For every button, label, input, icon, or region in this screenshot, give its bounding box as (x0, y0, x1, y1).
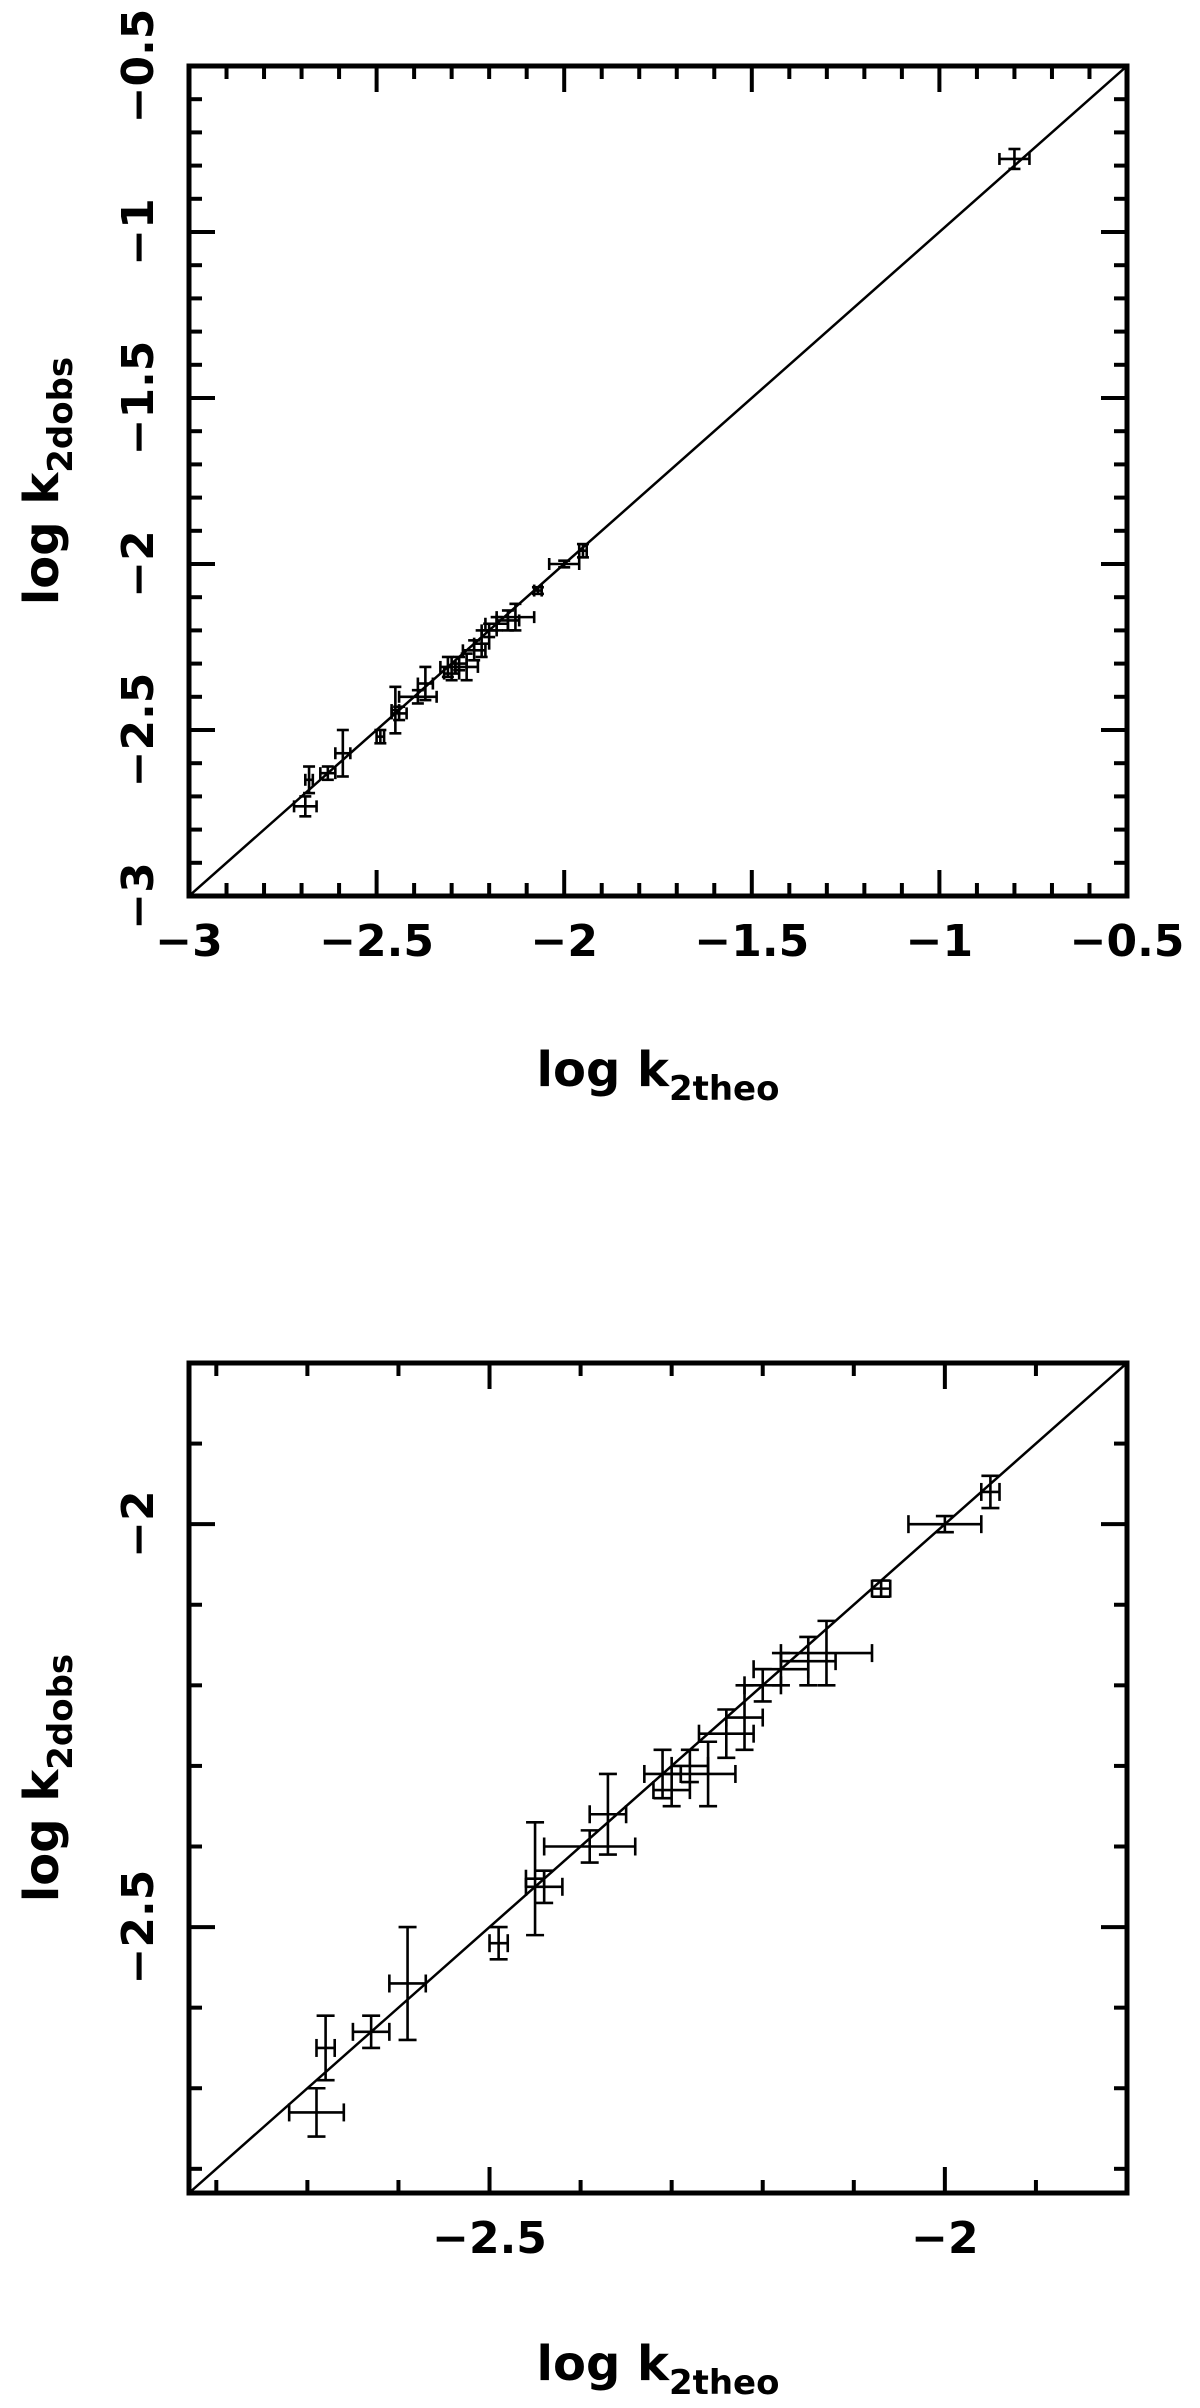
bottom-data-point-18 (779, 1619, 874, 1687)
bottom-y-axis-title: log k2dobs (14, 1654, 81, 1902)
top-y-tick-label: −1.5 (113, 341, 164, 456)
bottom-data-point-7 (542, 1829, 637, 1864)
top-data-point-6 (390, 705, 408, 722)
bottom-panel: −2.5 −2−2.5−2 log k2theo log k2dobs (14, 1360, 1130, 2403)
bottom-data-point-1 (315, 2014, 337, 2082)
top-data-point-7 (397, 688, 438, 705)
top-y-tick-label: −1 (113, 198, 164, 265)
bottom-x-axis-title-sub: 2theo (669, 2363, 780, 2403)
bottom-y-axis-title-main: log k (14, 1769, 70, 1903)
top-data-point-2 (319, 765, 337, 782)
bottom-data-point-11 (670, 1748, 710, 1784)
top-plot-frame (186, 63, 1130, 899)
bottom-data-point-3 (388, 1925, 428, 2042)
top-x-tick-label: −2 (530, 916, 597, 967)
top-data-point-11 (450, 655, 468, 672)
bottom-data-point-21 (979, 1474, 1001, 1510)
top-y-tick-label: −0.5 (113, 9, 164, 124)
bottom-data-point-8 (588, 1772, 628, 1856)
bottom-x-axis-title: log k2theo (537, 2336, 780, 2403)
bottom-data-point-0 (287, 2086, 346, 2138)
top-data-point-8 (416, 665, 435, 702)
bottom-x-tick-label: −2.5 (432, 2213, 547, 2264)
bottom-data-point-20 (907, 1514, 983, 1534)
top-data-point-21 (576, 542, 589, 559)
top-data-point-1 (303, 765, 316, 795)
bottom-data-point-12 (679, 1740, 737, 1808)
top-data-point-18 (495, 602, 536, 632)
top-data-point-20 (547, 558, 581, 570)
top-data-point-0 (292, 795, 318, 818)
bottom-data-point-5 (524, 1821, 546, 1937)
top-x-tick-label: −1 (906, 916, 973, 967)
top-data-point-4 (374, 728, 387, 745)
top-data-point-22 (998, 147, 1031, 171)
top-data-point-3 (334, 728, 352, 778)
top-x-tick-label: −2.5 (319, 916, 434, 967)
bottom-data-point-19 (870, 1579, 892, 1598)
bottom-data-point-4 (488, 1925, 510, 1961)
bottom-tick-labels: −2.5 −2 −2.5 −2 (113, 1490, 979, 2264)
top-y-axis-title: log k2dobs (14, 357, 81, 605)
top-x-axis-title-main: log k (537, 1042, 671, 1098)
top-y-tick-label: −2.5 (113, 673, 164, 788)
bottom-data-point-14 (725, 1684, 765, 1752)
top-y-axis-title-main: log k (14, 472, 70, 606)
bottom-x-axis-title-main: log k (537, 2336, 671, 2392)
top-y-axis-title-sub: 2dobs (41, 357, 81, 473)
bottom-data-point-2 (351, 2014, 391, 2050)
top-data-point-19 (531, 584, 544, 597)
top-reference-line (189, 66, 1127, 896)
top-ticks (187, 64, 1129, 898)
top-x-axis-title: log k2theo (537, 1042, 780, 1109)
bottom-y-axis-title-sub: 2dobs (41, 1654, 81, 1770)
top-y-tick-label: −3 (113, 862, 164, 929)
bottom-y-tick-label: −2.5 (113, 1870, 164, 1985)
top-x-tick-label: −0.5 (1070, 916, 1185, 967)
top-x-axis-title-sub: 2theo (669, 1069, 780, 1109)
bottom-data-point-6 (524, 1869, 564, 1905)
top-plot-marks (189, 66, 1127, 896)
top-tick-labels: −3 −2.5 −2 −1.5 −1 −0.5 −3 −2.5 −2 −1.5 −1 −0.5 (113, 9, 1184, 967)
bottom-reference-line (189, 1363, 1127, 2193)
bottom-ticks (189, 1361, 1129, 2193)
bottom-plot-marks (189, 1363, 1127, 2193)
top-x-tick-label: −3 (155, 916, 222, 967)
bottom-y-tick-label: −2 (113, 1490, 164, 1557)
bottom-x-tick-label: −2 (911, 2213, 978, 2264)
top-panel: −3 −2.5 −2 −1.5 −1 −0.5 −3 −2.5 −2 −1.5 −1 −0.5 log… (14, 9, 1184, 1109)
top-x-tick-label: −1.5 (694, 916, 809, 967)
bottom-plot-frame (186, 1360, 1130, 2196)
top-y-tick-label: −2 (113, 530, 164, 597)
